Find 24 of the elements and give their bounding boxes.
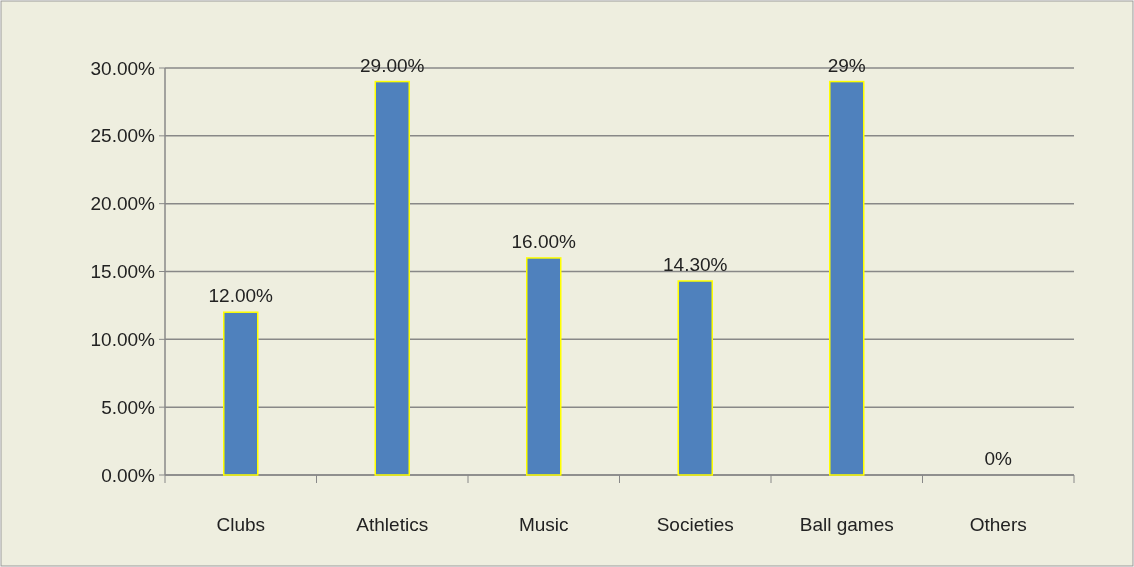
bar	[223, 311, 259, 476]
data-label: 0%	[984, 448, 1013, 469]
y-tick-label: 15.00%	[90, 261, 156, 283]
y-tick-label: 10.00%	[90, 328, 156, 350]
x-tick-label: Clubs	[216, 514, 266, 535]
bar	[829, 80, 865, 476]
bar	[374, 80, 410, 476]
data-label: 29%	[827, 54, 866, 76]
y-tick-label: 0.00%	[101, 464, 156, 486]
y-tick-label: 30.00%	[90, 57, 156, 79]
data-label: 16.00%	[511, 230, 577, 252]
y-tick-label: 20.00%	[90, 193, 156, 215]
x-tick-label: Societies	[656, 514, 734, 535]
data-label: 14.30%	[663, 254, 728, 275]
x-tick-label: Others	[969, 514, 1027, 535]
data-label: 12.00%	[208, 285, 274, 307]
x-tick-label: Ball games	[799, 514, 894, 535]
bar	[677, 280, 713, 476]
bar	[526, 257, 562, 476]
y-tick-label: 25.00%	[90, 125, 156, 147]
x-tick-label: Athletics	[356, 514, 429, 535]
y-tick-label: 5.00%	[101, 396, 156, 418]
x-tick-label: Music	[518, 514, 569, 535]
data-label: 29.00%	[360, 54, 425, 76]
